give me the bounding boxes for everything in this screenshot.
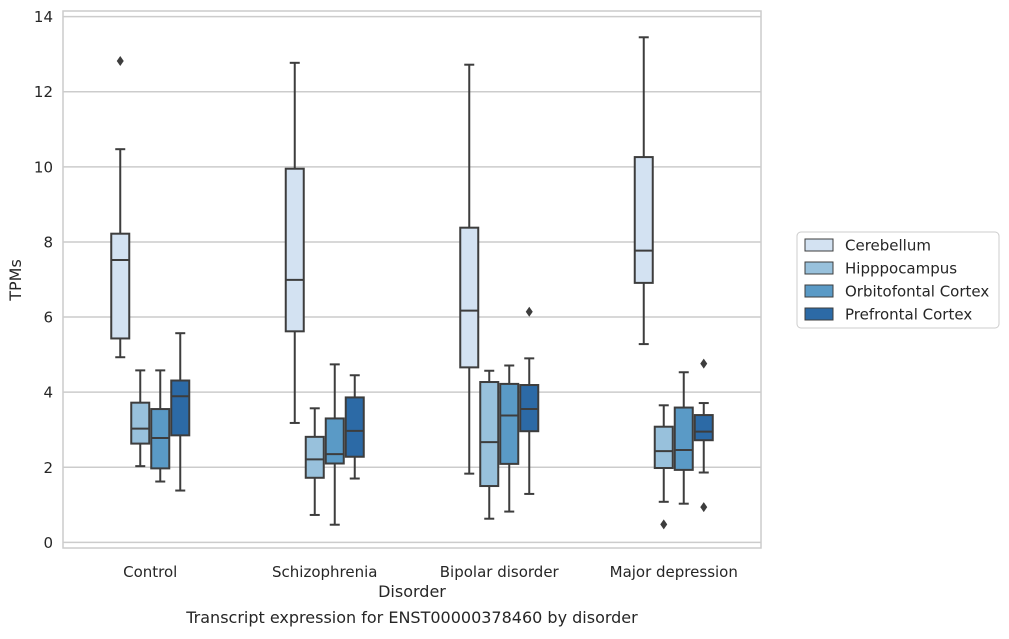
x-tick-label: Schizophrenia (272, 563, 377, 581)
box-body (170, 379, 191, 437)
box-2-2 (499, 364, 520, 513)
outlier-point (525, 306, 533, 317)
outlier-point (660, 519, 668, 530)
y-tick-label: 8 (43, 233, 53, 251)
box-body (479, 381, 500, 488)
y-tick-label: 2 (43, 459, 53, 477)
box-body (693, 414, 714, 442)
outlier-point (700, 358, 708, 369)
axis-ticks: 0 2 4 6 8 10 12 14 Control Schizophrenia Bipolar d… (34, 8, 738, 581)
box-1-0 (130, 369, 151, 468)
box-0-1 (284, 61, 305, 424)
plot-frame (62, 10, 762, 549)
box-body (344, 396, 365, 458)
x-tick-label: Bipolar disorder (440, 563, 560, 581)
box-1-1 (304, 407, 325, 516)
y-tick-label: 10 (34, 158, 53, 176)
box-3-1 (344, 374, 365, 480)
box-body (653, 425, 674, 470)
box-body (673, 406, 694, 471)
legend-label: Hipppocampus (845, 260, 957, 278)
y-tick-label: 14 (34, 8, 53, 26)
box-2-0 (150, 369, 171, 483)
box-body (110, 232, 131, 340)
box-0-3 (633, 36, 654, 346)
legend-label: Prefrontal Cortex (845, 306, 972, 324)
legend-swatch (804, 261, 834, 275)
box-body (499, 382, 520, 465)
box-0-0 (110, 55, 131, 359)
y-tick-label: 6 (43, 309, 53, 327)
boxes (110, 36, 714, 530)
x-axis-label: Disorder (378, 582, 446, 601)
legend-frame (796, 231, 1000, 329)
legend-label: Cerebellum (845, 237, 931, 255)
box-2-1 (324, 363, 345, 526)
box-body (284, 167, 305, 333)
box-body (130, 401, 151, 445)
legend-swatch (804, 238, 834, 252)
outlier-point (116, 55, 124, 66)
legend-swatch (804, 284, 834, 298)
box-1-2 (479, 369, 500, 520)
legend: Cerebellum Hipppocampus Orbitofontal Corte… (796, 231, 1000, 329)
x-tick-label: Major depression (610, 563, 738, 581)
legend-swatch (804, 307, 834, 321)
box-1-3 (653, 404, 674, 530)
box-3-2 (519, 306, 540, 495)
box-body (324, 417, 345, 465)
box-3-0 (170, 332, 191, 492)
box-body (459, 226, 480, 369)
box-2-3 (673, 371, 694, 505)
box-body (304, 435, 325, 479)
y-tick-label: 0 (43, 534, 53, 552)
y-tick-label: 4 (43, 384, 53, 402)
box-body (633, 156, 654, 284)
box-3-3 (693, 358, 714, 513)
x-tick-label: Control (123, 563, 177, 581)
y-tick-label: 12 (34, 83, 53, 101)
figure-caption: Transcript expression for ENST0000037846… (185, 608, 638, 627)
box-0-2 (459, 63, 480, 475)
y-axis-label: TPMs (6, 259, 25, 302)
legend-label: Orbitofontal Cortex (845, 283, 989, 301)
outlier-point (700, 502, 708, 513)
